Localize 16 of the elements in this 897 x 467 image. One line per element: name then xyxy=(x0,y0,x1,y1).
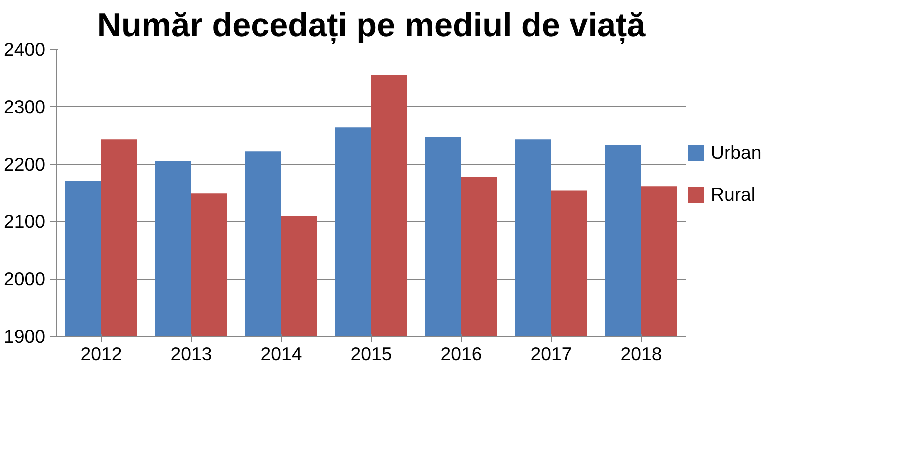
x-tick-label: 2013 xyxy=(170,344,212,364)
x-tick-label: 2015 xyxy=(350,344,392,364)
x-tick-label: 2017 xyxy=(530,344,572,364)
chart-title: Număr decedați pe mediul de viață xyxy=(97,8,646,44)
y-tick-label: 2400 xyxy=(4,39,46,60)
y-tick-label: 2200 xyxy=(4,154,46,175)
x-tick-label: 2016 xyxy=(440,344,482,364)
legend-label: Urban xyxy=(711,142,762,164)
legend-label: Rural xyxy=(711,184,756,206)
x-tick-label: 2014 xyxy=(260,344,302,364)
x-tick-label: 2018 xyxy=(620,344,662,364)
y-tick-label: 2300 xyxy=(4,96,46,118)
y-tick-label: 2000 xyxy=(4,268,46,290)
y-tick-label: 2100 xyxy=(4,211,46,232)
x-tick-label: 2012 xyxy=(80,344,122,364)
y-tick-label: 1900 xyxy=(4,326,46,347)
